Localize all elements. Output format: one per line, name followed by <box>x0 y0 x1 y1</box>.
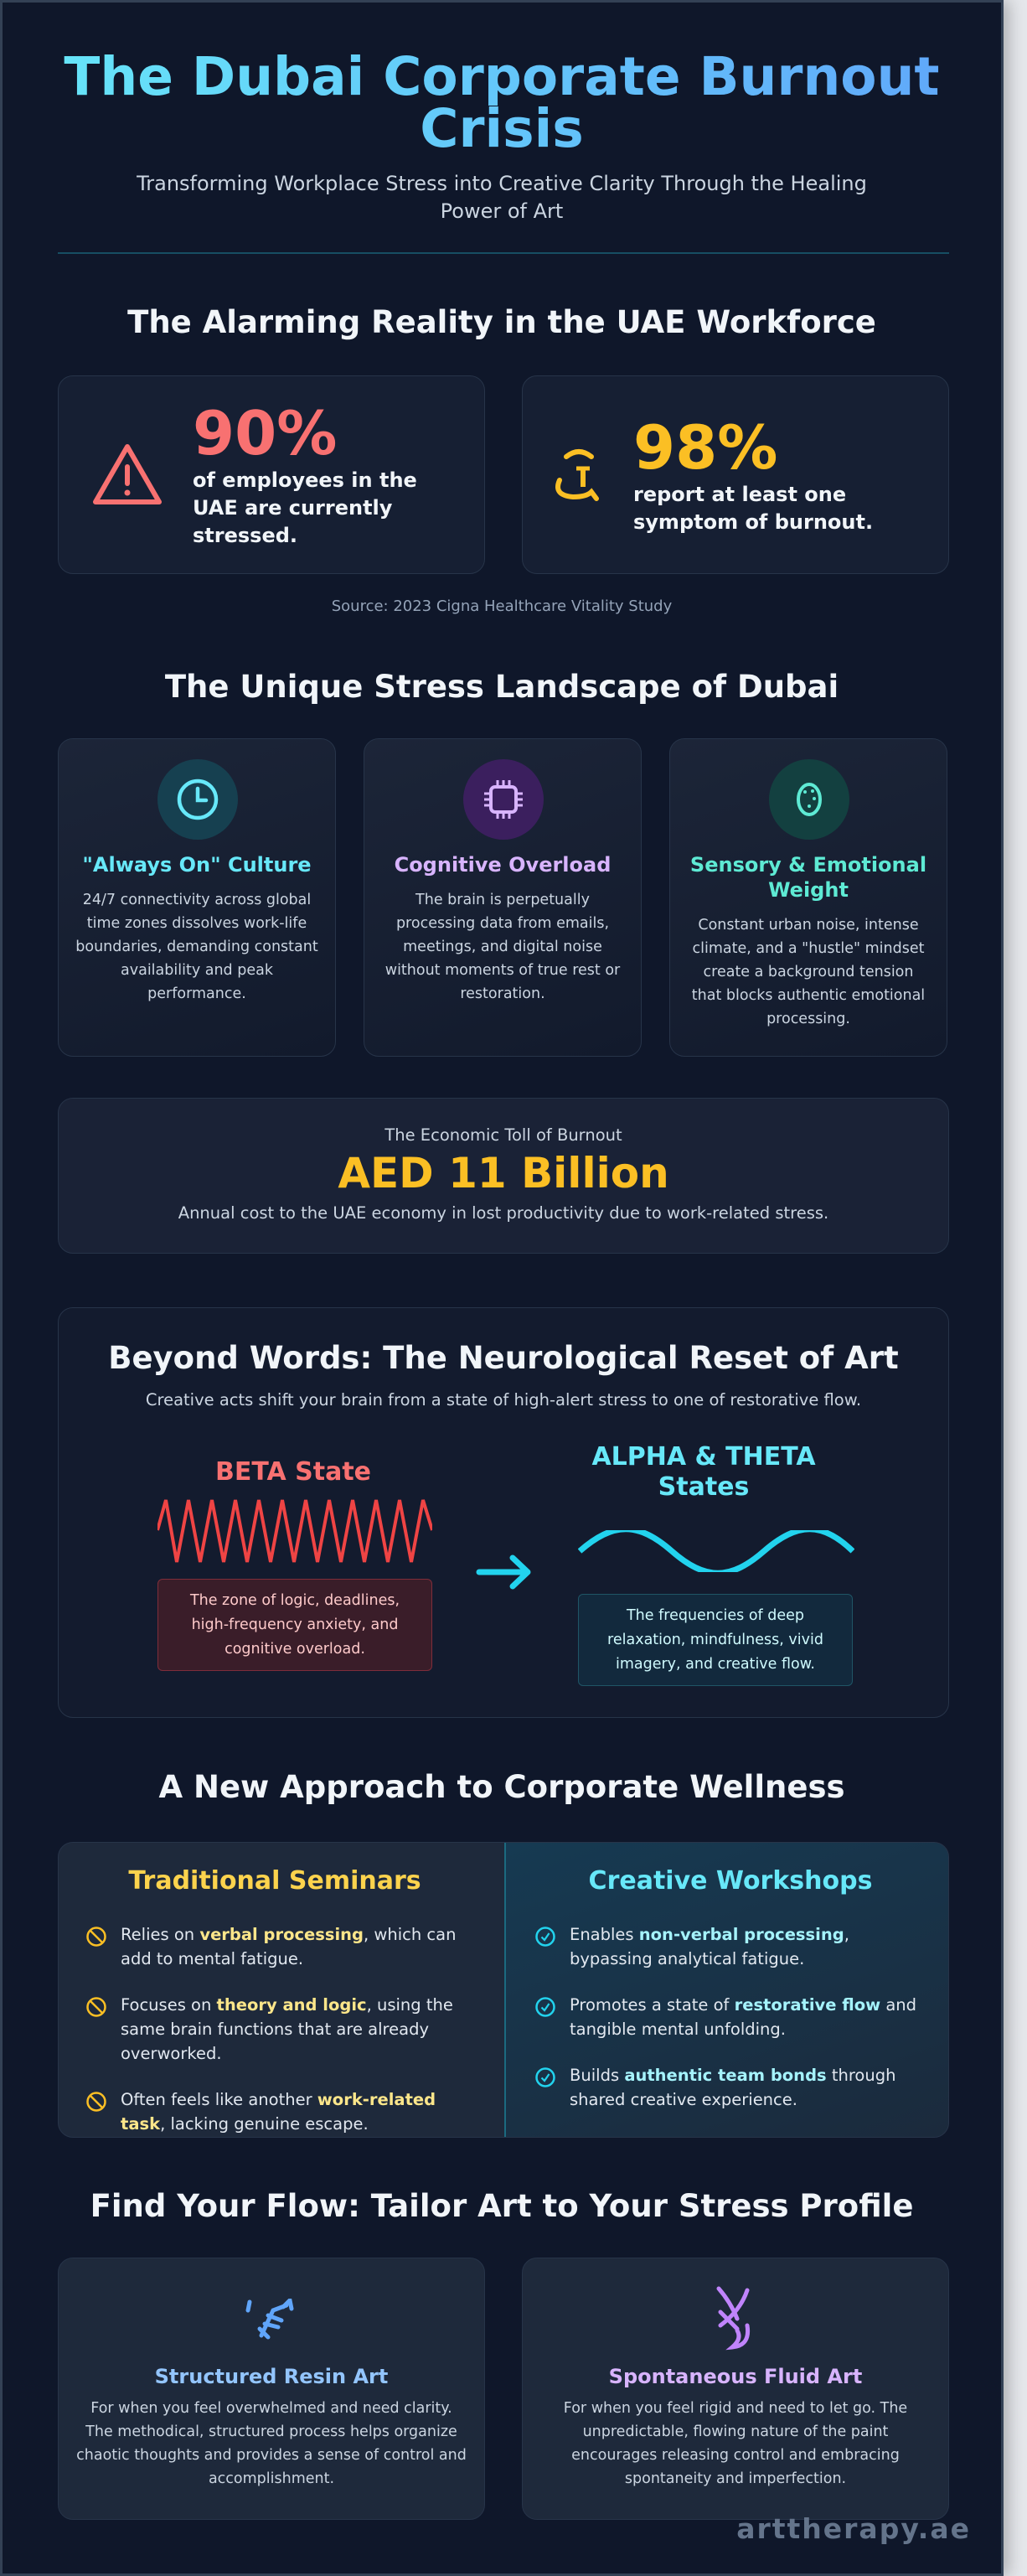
comparison-item: Focuses on theory and logic, using the s… <box>85 1993 481 2066</box>
neuro-subtitle: Creative acts shift your brain from a st… <box>145 1390 862 1410</box>
page-subtitle: Transforming Workplace Stress into Creat… <box>137 172 867 223</box>
comparison-item: Relies on verbal processing, which can a… <box>85 1922 481 1971</box>
approach-comparison: Traditional Seminars Relies on verbal pr… <box>58 1842 949 2138</box>
comparison-item: Enables non-verbal processing, bypassing… <box>534 1922 926 1971</box>
burnout-face-icon <box>555 448 599 501</box>
beta-description: The zone of logic, deadlines, high-frequ… <box>157 1579 432 1671</box>
card-title: Spontaneous Fluid Art <box>608 2365 863 2388</box>
ban-icon <box>85 2091 107 2136</box>
neuro-reset-card: Beyond Words: The Neurological Reset of … <box>58 1307 949 1718</box>
traditional-column: Traditional Seminars Relies on verbal pr… <box>59 1843 504 2137</box>
ban-icon <box>85 1996 107 2066</box>
alpha-title: ALPHA & THETA States <box>591 1442 816 1502</box>
card-title: Structured Resin Art <box>154 2365 389 2388</box>
brain-icon <box>769 759 849 840</box>
alpha-description: The frequencies of deep relaxation, mind… <box>578 1594 853 1686</box>
stat-text: of employees in the UAE are currently st… <box>193 468 417 547</box>
beta-wave-icon <box>157 1499 432 1563</box>
chip-icon <box>463 759 544 840</box>
infographic: The Dubai Corporate Burnout Crisis Trans… <box>0 0 1004 2576</box>
divider <box>58 252 949 254</box>
item-text: Relies on verbal processing, which can a… <box>121 1925 457 1968</box>
item-text: Focuses on theory and logic, using the s… <box>121 1995 453 2063</box>
flow-card-fluid: Spontaneous Fluid Art For when you feel … <box>522 2258 949 2520</box>
economic-toll-card: The Economic Toll of Burnout AED 11 Bill… <box>58 1098 949 1254</box>
clock-icon <box>157 759 238 840</box>
item-text: Often feels like another work-related ta… <box>121 2090 436 2134</box>
landscape-card-sensory: Sensory & Emotional Weight Constant urba… <box>669 738 947 1057</box>
card-text: Constant urban noise, intense climate, a… <box>691 917 926 1027</box>
item-text: Enables non-verbal processing, bypassing… <box>570 1925 849 1968</box>
card-text: For when you feel rigid and need to let … <box>563 2400 908 2487</box>
section-heading-approach: A New Approach to Corporate Wellness <box>158 1769 845 1805</box>
landscape-card-cognitive: Cognitive Overload The brain is perpetua… <box>364 738 642 1057</box>
card-title: Sensory & Emotional Weight <box>689 853 927 902</box>
check-circle-icon <box>534 1996 556 2041</box>
card-text: The brain is perpetually processing data… <box>384 892 621 1002</box>
stat-text: report at least one symptom of burnout. <box>633 482 874 534</box>
flow-card-structured: Structured Resin Art For when you feel o… <box>58 2258 485 2520</box>
card-title: "Always On" Culture <box>82 853 312 877</box>
economic-value: AED 11 Billion <box>338 1149 669 1197</box>
section-heading-flow: Find Your Flow: Tailor Art to Your Stres… <box>90 2188 914 2224</box>
creative-list: Enables non-verbal processing, bypassing… <box>534 1922 926 2112</box>
stat-card-stressed: 90% of employees in the UAE are currentl… <box>58 375 485 574</box>
alpha-wave-icon <box>578 1530 854 1572</box>
economic-label: The Economic Toll of Burnout <box>384 1125 622 1145</box>
economic-text: Annual cost to the UAE economy in lost p… <box>178 1203 829 1223</box>
source-note: Source: 2023 Cigna Healthcare Vitality S… <box>331 597 673 615</box>
creative-title: Creative Workshops <box>588 1866 873 1896</box>
beta-title: BETA State <box>214 1457 372 1487</box>
traditional-title: Traditional Seminars <box>128 1866 421 1896</box>
stat-card-burnout: 98% report at least one symptom of burno… <box>522 375 949 574</box>
check-circle-icon <box>534 2066 556 2112</box>
traditional-list: Relies on verbal processing, which can a… <box>85 1922 481 2136</box>
landscape-card-always-on: "Always On" Culture 24/7 connectivity ac… <box>58 738 336 1057</box>
ban-icon <box>85 1926 107 1971</box>
item-text: Builds authentic team bonds through shar… <box>570 2066 896 2109</box>
section-heading-landscape: The Unique Stress Landscape of Dubai <box>164 669 839 705</box>
brand-watermark: arttherapy.ae <box>736 2512 971 2545</box>
fluid-art-icon <box>716 2286 751 2351</box>
creative-column: Creative Workshops Enables non-verbal pr… <box>504 1843 948 2137</box>
comparison-item: Promotes a state of restorative flow and… <box>534 1993 926 2041</box>
comparison-item: Builds authentic team bonds through shar… <box>534 2063 926 2112</box>
section-heading-reality: The Alarming Reality in the UAE Workforc… <box>127 304 876 340</box>
warning-triangle-icon <box>93 443 162 504</box>
comparison-item: Often feels like another work-related ta… <box>85 2087 481 2136</box>
page-title: The Dubai Corporate Burnout Crisis <box>3 50 1001 155</box>
card-title: Cognitive Overload <box>394 853 612 877</box>
check-circle-icon <box>534 1926 556 1971</box>
arrow-right-icon <box>476 1554 531 1590</box>
item-text: Promotes a state of restorative flow and… <box>570 1995 917 2039</box>
card-text: For when you feel overwhelmed and need c… <box>76 2400 467 2487</box>
structured-art-icon <box>245 2299 294 2340</box>
card-text: 24/7 connectivity across global time zon… <box>75 892 318 1002</box>
stat-value: 98% <box>633 411 778 483</box>
stat-value: 90% <box>193 398 338 468</box>
neuro-heading: Beyond Words: The Neurological Reset of … <box>108 1340 899 1376</box>
